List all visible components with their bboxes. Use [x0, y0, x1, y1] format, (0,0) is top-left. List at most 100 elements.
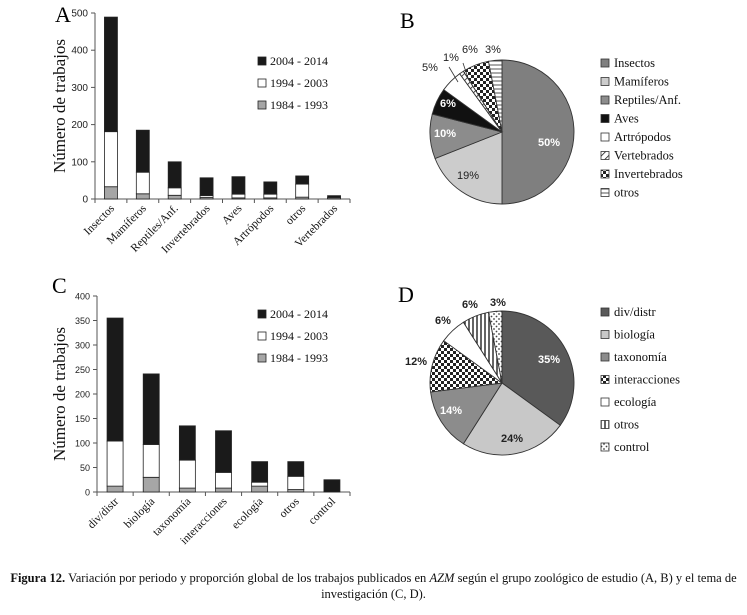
y-tick-label: 350: [75, 316, 90, 326]
bar-insectos-1984-1993: [104, 186, 118, 200]
bar-taxonomia-1994-2003: [178, 459, 196, 489]
x-tick-label-otros: otros: [284, 202, 309, 227]
pie-data-label-interacciones: 12%: [405, 356, 427, 368]
legend-swatch-1984-1993: [257, 100, 267, 110]
panel-c-bar-chart: C 0 50 100 150 200 250 300 350 400 Número de trab…: [50, 273, 351, 547]
bar-ecologia-1984-1993: [251, 485, 269, 493]
pie-slice-biologia: [462, 382, 561, 456]
y-tick-label: 50: [80, 463, 90, 473]
x-tick-label-otros: otros: [277, 495, 302, 520]
legend-label-div-distr: div/distr: [614, 305, 657, 319]
panel-letter-b: B: [400, 8, 415, 33]
legend-swatch-reptiles-anf: [600, 95, 610, 105]
legend-swatch-biologia: [600, 330, 610, 339]
legend-swatch-mamiferos: [600, 77, 610, 86]
legend-swatch-ecologia: [600, 397, 610, 407]
legend-label-artropodos: Artrópodos: [614, 130, 671, 144]
bar-biologia-2004-2014: [142, 373, 160, 445]
y-tick-label: 300: [71, 83, 88, 94]
bar-interacciones-2004-2014: [215, 430, 232, 473]
bar-taxonomia-1984-1993: [178, 487, 196, 493]
legend-label-taxonomia: taxonomía: [614, 350, 667, 364]
figure-caption: Figura 12. Variación por periodo y propo…: [10, 570, 737, 602]
pie-slice-mamiferos: [434, 131, 503, 205]
legend-swatch-artropodos: [600, 132, 610, 142]
y-tick-label: 150: [75, 414, 90, 424]
caption-journal: AZM: [429, 571, 455, 585]
bar-reptiles-anf-1984-1993: [167, 194, 182, 200]
bar-artropodos-1994-2003: [263, 193, 278, 199]
legend-swatch-insectos: [600, 58, 610, 68]
y-tick-label: 100: [71, 157, 88, 168]
bar-invertebrados-2004-2014: [199, 177, 214, 197]
legend-label-2004-2014: 2004 - 2014: [270, 307, 328, 321]
legend-swatch-invertebrados: [600, 169, 610, 179]
legend-swatch-otros: [600, 188, 610, 197]
pie-data-label-otros: 3%: [485, 44, 501, 56]
pie-data-label-aves: 6%: [440, 98, 456, 110]
legend-label-1984-1993: 1984 - 1993: [270, 98, 328, 112]
bar-otros-2004-2014: [287, 461, 305, 477]
legend-label-1994-2003: 1994 - 2003: [270, 76, 328, 90]
pie-slice-div-distr: [501, 310, 575, 426]
x-tick-label-biologia: biología: [122, 496, 157, 531]
bar-otros-1994-2003: [287, 475, 305, 490]
bar-control-2004-2014: [323, 479, 341, 493]
bar-otros-1994-2003: [295, 183, 310, 198]
caption-text-before: Variación por periodo y proporción globa…: [65, 571, 430, 585]
y-tick-label: 200: [75, 390, 90, 400]
legend-label-1984-1993: 1984 - 1993: [270, 351, 328, 365]
pie-data-label-artropodos: 5%: [422, 62, 438, 74]
y-tick-label: 400: [71, 46, 88, 57]
legend-swatch-interacciones: [600, 375, 610, 384]
legend-label-insectos: Insectos: [614, 56, 655, 70]
pie-data-label-control: 3%: [490, 297, 506, 309]
bar-div-distr-1984-1993: [106, 485, 124, 493]
legend-label-reptiles-anf: Reptiles/Anf.: [614, 93, 681, 107]
bar-div-distr-1994-2003: [106, 440, 124, 487]
y-axis-label: Número de trabajos: [50, 39, 69, 173]
panel-b-pie-chart: B 50%19%10%6%5%1%6% 3%InsectosMamíferosRe…: [400, 8, 683, 205]
pie-data-label-insectos: 50%: [538, 137, 560, 149]
pie-data-label-reptiles-anf: 10%: [434, 128, 456, 140]
x-tick-label-ecologia: ecología: [230, 496, 266, 532]
legend-swatch-otros: [600, 420, 610, 429]
pie-leader-line: [448, 66, 459, 83]
legend-label-control: control: [614, 440, 650, 454]
legend-swatch-2004-2014: [257, 309, 267, 319]
legend-swatch-1994-2003: [257, 331, 267, 341]
pie-leader-line: [462, 62, 469, 79]
bar-interacciones-1994-2003: [215, 471, 232, 489]
pie-slice-insectos: [501, 59, 575, 205]
pie-slice-control: [487, 310, 503, 384]
pie-data-label-ecologia: 6%: [435, 315, 451, 327]
y-tick-label: 100: [75, 439, 90, 449]
pie-slice-otros: [487, 59, 503, 133]
caption-text-after: según el grupo zoológico de estudio (A, …: [321, 571, 737, 601]
pie-data-label-taxonomia: 14%: [440, 405, 462, 417]
legend-swatch-aves: [600, 114, 610, 123]
legend-label-interacciones: interacciones: [614, 373, 680, 387]
legend-label-2004-2014: 2004 - 2014: [270, 54, 328, 68]
pie-data-label-invertebrados: 6%: [462, 44, 478, 56]
bar-interacciones-1984-1993: [215, 487, 232, 493]
x-tick-label-control: control: [307, 496, 339, 528]
pie-data-label-mamiferos: 19%: [457, 170, 479, 182]
y-tick-label: 0: [85, 488, 90, 498]
caption-label: Figura 12.: [10, 571, 66, 585]
y-tick-label: 300: [75, 341, 90, 351]
panel-letter-d: D: [398, 282, 414, 307]
y-axis-label: Número de trabajos: [50, 327, 69, 461]
panel-d-pie-chart: D 35% 24% 14% 12% 6% 6% 3% div/distr biología tax…: [398, 282, 680, 456]
legend-swatch-div-distr: [600, 307, 610, 317]
legend-swatch-taxonomia: [600, 352, 610, 362]
bar-insectos-2004-2014: [104, 16, 118, 133]
y-tick-label: 0: [82, 195, 88, 206]
legend-label-otros: otros: [614, 418, 639, 432]
legend-swatch-1984-1993: [257, 353, 267, 363]
bar-biologia-1984-1993: [142, 476, 160, 493]
legend-swatch-control: [600, 442, 610, 452]
pie-data-label-otros: 6%: [462, 299, 478, 311]
